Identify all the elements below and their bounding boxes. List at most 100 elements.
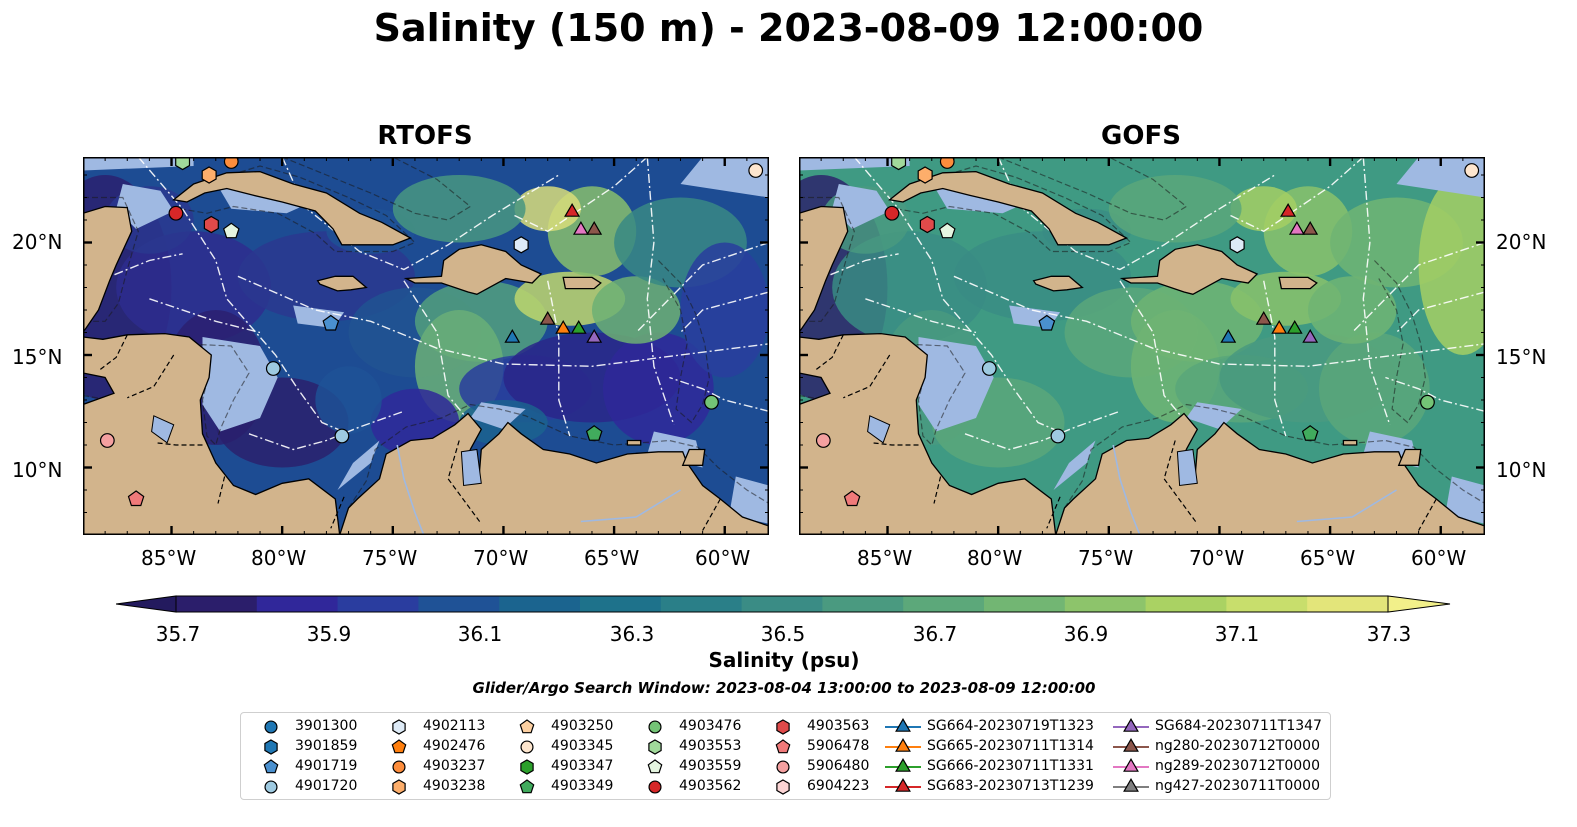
colorbar-segment	[1064, 596, 1147, 612]
legend-triangle	[895, 777, 911, 792]
legend-shape	[263, 759, 279, 774]
legend-marker-icon	[885, 777, 921, 792]
legend-shape	[520, 759, 534, 775]
legend-label: 4903250	[551, 718, 614, 734]
float-marker	[564, 203, 581, 217]
isobath-contour	[182, 343, 250, 447]
land-margarita	[626, 439, 642, 446]
legend-label: SG684-20230711T1347	[1155, 718, 1322, 734]
legend-marker-icon	[1113, 757, 1149, 772]
land-centralam	[83, 332, 341, 535]
legend-label: 4903347	[551, 758, 614, 774]
legend-marker-icon	[647, 759, 663, 774]
legend-triangle	[895, 737, 911, 752]
colorbar-tick-35-7: 35.7	[155, 622, 201, 646]
legend-label: SG683-20230713T1239	[927, 778, 1094, 794]
float-marker	[938, 222, 956, 239]
map-frame	[799, 157, 1485, 535]
isobath-contour	[180, 165, 416, 253]
land-hispaniola	[1119, 244, 1259, 295]
legend-label: 4903559	[679, 758, 742, 774]
legend-triangle	[895, 757, 911, 772]
shelf-area	[832, 184, 890, 229]
legend-label: 4903562	[679, 778, 742, 794]
land-cuba	[888, 170, 1129, 246]
legend-label: 4903238	[423, 778, 486, 794]
legend-marker-icon	[391, 739, 407, 754]
legend-marker-icon	[1113, 717, 1149, 732]
legend-label: 4901719	[295, 758, 358, 774]
legend-marker-icon	[392, 779, 406, 795]
map-panel-gofs[interactable]	[799, 157, 1485, 535]
shelf-area	[116, 184, 174, 229]
colorbar-tick-35-9: 35.9	[306, 622, 352, 646]
eez-boundary	[137, 157, 349, 435]
float-marker	[586, 220, 603, 235]
eez-boundary	[964, 410, 1121, 451]
river	[1112, 444, 1141, 535]
shelf-area	[799, 157, 910, 171]
legend-shape	[392, 760, 406, 774]
legend-label: 4903563	[807, 718, 870, 734]
float-marker	[222, 222, 240, 239]
lake	[151, 415, 175, 444]
legend-label: SG665-20230711T1314	[927, 738, 1094, 754]
lon-label-rtofs-60w: 60°W	[695, 546, 751, 570]
float-marker	[1280, 203, 1297, 217]
legend-marker-icon	[264, 720, 278, 734]
eez-boundary	[1263, 280, 1287, 437]
legend-marker-icon	[392, 719, 406, 735]
legend-label: 4903345	[551, 738, 614, 754]
legend-marker-icon	[648, 739, 662, 755]
legend-label: 5906478	[807, 738, 870, 754]
lon-label-rtofs-70w: 70°W	[473, 546, 529, 570]
search-window-text: Glider/Argo Search Window: 2023-08-04 13…	[472, 679, 1096, 697]
legend-shape	[776, 719, 790, 735]
float-marker	[1038, 314, 1056, 331]
land-puertorico	[1278, 276, 1318, 290]
eez-boundary	[1230, 157, 1364, 233]
float-marker	[1050, 428, 1066, 444]
legend-label: 4903476	[679, 718, 742, 734]
lake	[1176, 448, 1198, 487]
map-panel-rtofs[interactable]	[83, 157, 769, 535]
float-marker	[704, 394, 719, 410]
eez-boundary	[547, 280, 571, 437]
float-marker	[843, 490, 861, 507]
legend-marker-icon	[264, 780, 278, 794]
legend-shape	[519, 779, 535, 794]
legend-triangle	[1123, 737, 1139, 752]
float-marker	[1464, 163, 1480, 178]
isobath-contour	[281, 157, 472, 221]
float-marker	[748, 163, 764, 178]
river	[396, 444, 425, 535]
float-marker	[334, 428, 350, 444]
isobath-contour	[1373, 260, 1426, 424]
eez-boundary	[248, 410, 405, 451]
eez-boundary	[1362, 157, 1391, 426]
figure-title: Salinity (150 m) - 2023-08-09 12:00:00	[373, 6, 1204, 50]
colorbar-segment	[741, 596, 823, 612]
colorbar-tick-37-3: 37.3	[1366, 622, 1412, 646]
shelf-area	[470, 402, 526, 430]
legend-shape	[264, 739, 278, 755]
lake	[460, 448, 482, 487]
legend-marker-icon	[776, 760, 790, 774]
legend-shape	[392, 719, 406, 735]
river	[580, 489, 681, 523]
lon-label-85w: 85°W	[857, 546, 913, 570]
legend-marker-icon	[520, 740, 534, 754]
legend-label: 4903237	[423, 758, 486, 774]
eez-boundary	[1119, 280, 1187, 423]
float-marker	[1229, 236, 1245, 254]
land-trinidad	[681, 448, 706, 466]
legend-marker-icon	[648, 780, 662, 794]
colorbar-label: Salinity (psu)	[708, 648, 860, 672]
colorbar	[116, 595, 1451, 613]
lat-label-right-15n: 15°N	[1496, 345, 1547, 369]
country-border	[1046, 496, 1061, 529]
map-frame	[83, 157, 769, 535]
legend-marker-icon	[519, 719, 535, 734]
legend-label: ng280-20230712T0000	[1155, 738, 1320, 754]
isobath-contour	[339, 403, 769, 535]
